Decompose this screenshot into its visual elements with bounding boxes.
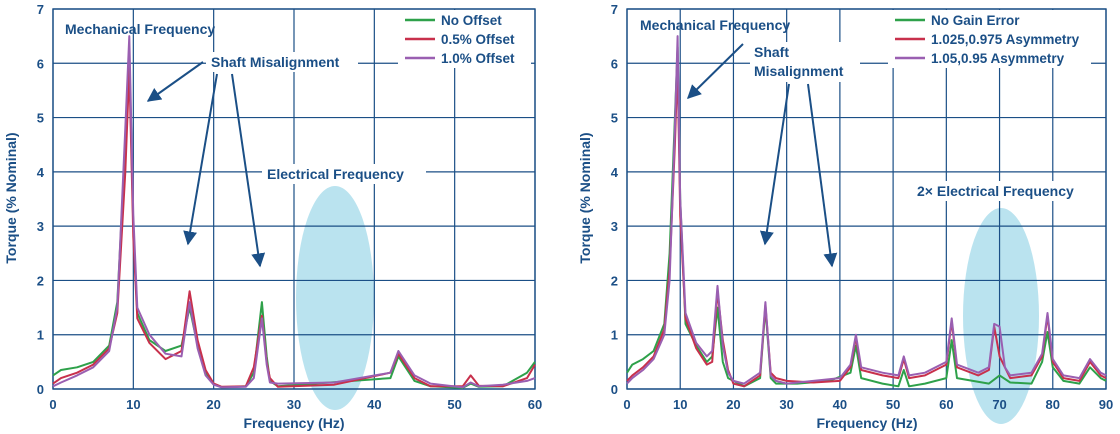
left-legend-label-2: 0.5% Offset (441, 32, 515, 47)
right-chart: 0 10 20 30 40 50 60 70 80 90 0 1 2 3 4 5 6 7 No Gain Erro… (577, 2, 1113, 431)
left-legend-label-1: No Offset (441, 13, 502, 28)
right-shaft-label-bg (750, 42, 860, 82)
right-y-tick-label: 1 (611, 328, 618, 343)
right-y-tick-label: 4 (611, 165, 619, 180)
left-x-tick-label: 20 (206, 397, 220, 412)
right-electrical-label-bg (913, 181, 1101, 201)
left-chart: 0 10 20 30 40 50 60 0 1 2 3 4 5 6 7 No Offset 0.5% Offs… (3, 2, 542, 431)
right-x-tick-label: 90 (1099, 397, 1113, 412)
right-y-tick-label: 3 (611, 219, 618, 234)
left-legend-label-3: 1.0% Offset (441, 51, 515, 66)
right-shaft-label-line2: Misalignment (754, 63, 844, 79)
left-y-tick-label: 7 (37, 2, 44, 17)
right-x-tick-label: 0 (623, 397, 630, 412)
right-x-tick-label: 60 (939, 397, 953, 412)
right-y-tick-label: 0 (611, 382, 618, 397)
left-y-axis-label: Torque (% Nominal) (3, 132, 19, 263)
left-shaft-arrow-1 (183, 73, 218, 246)
left-mechanical-frequency-label: Mechanical Frequency (65, 21, 215, 37)
left-x-tick-label: 30 (287, 397, 301, 412)
left-x-tick-label: 50 (447, 397, 461, 412)
right-series-lines (626, 35, 1107, 388)
right-x-tick-label: 80 (1046, 397, 1060, 412)
right-shaft-arrow-2 (807, 83, 838, 268)
left-plot-frame (52, 8, 536, 390)
2x-electrical-frequency-highlight (963, 208, 1039, 424)
electrical-frequency-highlight (296, 186, 374, 410)
left-electrical-frequency-label: Electrical Frequency (267, 166, 404, 182)
left-series-line-3 (52, 35, 536, 389)
left-y-tick-label: 4 (37, 165, 45, 180)
right-x-tick-label: 20 (726, 397, 740, 412)
left-y-tick-label: 0 (37, 382, 44, 397)
left-y-tick-label: 2 (37, 273, 44, 288)
left-shaft-label-bg (206, 52, 358, 72)
left-y-tick-label: 1 (37, 328, 44, 343)
left-y-tick-label: 3 (37, 219, 44, 234)
right-shaft-arrow-1 (759, 83, 790, 246)
right-x-tick-label: 40 (833, 397, 847, 412)
left-x-tick-label: 0 (49, 397, 56, 412)
right-y-axis-label: Torque (% Nominal) (577, 132, 593, 263)
left-x-tick-label: 40 (367, 397, 381, 412)
left-legend: No Offset 0.5% Offset 1.0% Offset (405, 13, 515, 66)
left-series-lines (52, 35, 536, 389)
left-shaft-arrow-2 (231, 73, 266, 268)
right-legend-label-1: No Gain Error (931, 13, 1020, 28)
right-x-tick-label: 50 (886, 397, 900, 412)
right-y-tick-label: 5 (611, 111, 618, 126)
right-x-tick-label: 70 (992, 397, 1006, 412)
right-mechanical-frequency-label: Mechanical Frequency (640, 17, 790, 33)
right-x-axis-label: Frequency (Hz) (816, 415, 917, 431)
left-shaft-misalignment-label: Shaft Misalignment (211, 54, 340, 70)
left-electrical-label-bg (262, 164, 426, 184)
right-legend: No Gain Error 1.025,0.975 Asymmetry 1.05,0… (895, 13, 1080, 66)
right-plot-frame (626, 8, 1107, 390)
right-x-tick-label: 30 (779, 397, 793, 412)
left-y-tick-label: 6 (37, 56, 44, 71)
right-shaft-label-line1: Shaft (754, 44, 789, 60)
right-series-line-3 (626, 35, 1107, 385)
left-x-tick-label: 10 (126, 397, 140, 412)
right-tick-labels: 0 10 20 30 40 50 60 70 80 90 0 1 2 3 4 5 6 7 (611, 2, 1113, 412)
right-legend-label-2: 1.025,0.975 Asymmetry (931, 32, 1080, 47)
right-electrical-frequency-label: 2× Electrical Frequency (917, 183, 1074, 199)
left-tick-labels: 0 10 20 30 40 50 60 0 1 2 3 4 5 6 7 (37, 2, 542, 412)
left-y-tick-label: 5 (37, 111, 44, 126)
left-mechanical-arrow (146, 61, 204, 102)
right-x-tick-label: 10 (673, 397, 687, 412)
right-mechanical-arrow (687, 43, 744, 99)
right-legend-label-3: 1.05,0.95 Asymmetry (931, 51, 1065, 66)
right-y-tick-label: 2 (611, 273, 618, 288)
left-x-tick-label: 60 (528, 397, 542, 412)
right-y-tick-label: 7 (611, 2, 618, 17)
left-x-axis-label: Frequency (Hz) (243, 415, 344, 431)
right-y-tick-label: 6 (611, 56, 618, 71)
